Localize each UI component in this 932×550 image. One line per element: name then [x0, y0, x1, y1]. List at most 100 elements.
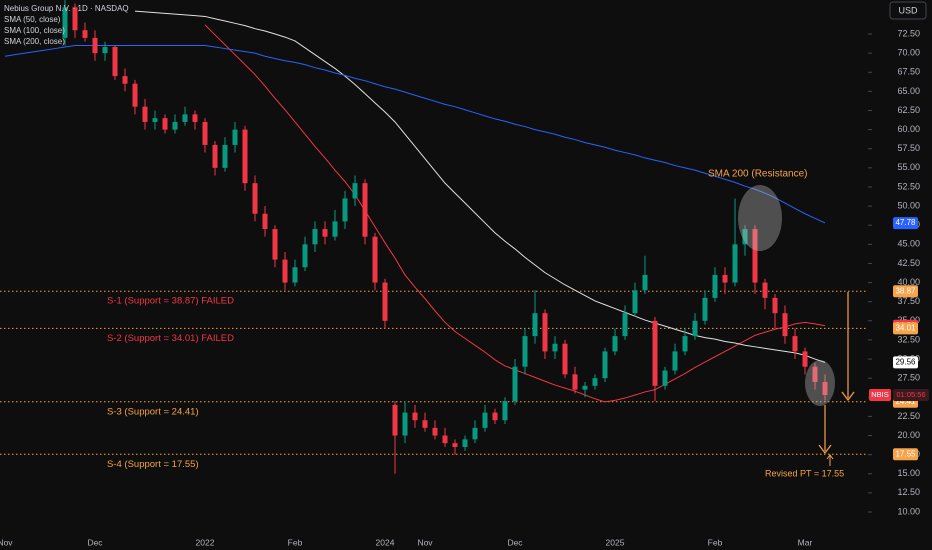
candle-body [742, 229, 748, 245]
x-tick-label: Dec [87, 537, 103, 547]
y-tick-label: 10.00 [897, 506, 920, 516]
y-tick-label: 60.00 [897, 124, 920, 134]
candle-body [282, 259, 288, 283]
price-tag-label: 24.41 [895, 397, 916, 406]
x-tick-label: Mar [798, 537, 813, 547]
candle-body [202, 121, 208, 145]
candle-body [552, 343, 558, 352]
candle-body [522, 336, 528, 367]
price-tag [893, 285, 918, 298]
support-label: S-3 (Support = 24.41) [107, 406, 199, 417]
support-label: S-2 (Support = 34.01) FAILED [107, 333, 234, 344]
candle-body [152, 118, 158, 122]
y-tick-label: 50.00 [897, 200, 920, 210]
candle-body [682, 336, 688, 352]
candle-body [752, 229, 758, 283]
price-tag-label: 34.01 [895, 323, 916, 332]
candle-body [272, 229, 278, 260]
highlight [738, 185, 782, 251]
candle-body [472, 427, 478, 440]
symbol-label: NBIS [871, 390, 889, 399]
candle-body [82, 30, 88, 38]
candle-body [412, 412, 418, 421]
y-tick-label: 20.00 [897, 430, 920, 440]
candle-body [812, 366, 818, 382]
candle-body [582, 385, 588, 390]
price-tag [893, 448, 918, 461]
y-tick-label: 70.00 [897, 48, 920, 58]
candle-body [722, 274, 728, 283]
price-tag-label: 47.78 [895, 218, 916, 227]
candle-body [772, 297, 778, 314]
candle-body [402, 412, 408, 436]
y-tick-label: 67.50 [897, 67, 920, 77]
y-tick-label: 15.00 [897, 468, 920, 478]
candle-body [172, 121, 178, 130]
y-tick-label: 55.00 [897, 162, 920, 172]
highlight [805, 360, 835, 406]
currency[interactable]: USD [898, 5, 918, 15]
candle-body [362, 183, 368, 237]
candle-body [182, 114, 188, 122]
candle-body [232, 129, 238, 145]
candle-body [692, 320, 698, 337]
candle-body [312, 229, 318, 245]
candle-body [452, 443, 458, 447]
candle-body [62, 7, 68, 38]
annotation: Revised PT = 17.55 [765, 468, 844, 478]
candle-body [622, 313, 628, 337]
price-tag [893, 322, 918, 335]
legend-entry: SMA (200, close) [4, 37, 65, 46]
candle-body [252, 183, 258, 214]
candle-body [672, 351, 678, 371]
candle-body [342, 198, 348, 222]
currency-button[interactable] [889, 1, 927, 20]
y-tick-label: 32.50 [897, 334, 920, 344]
candle-body [372, 236, 378, 283]
candle-body [322, 229, 328, 237]
candle-body [632, 290, 638, 314]
candle-body [132, 83, 138, 107]
x-tick-label: Dec [507, 537, 523, 547]
legend-entry: SMA (50, close) [4, 15, 61, 24]
candle-body [482, 412, 488, 428]
sma-line [4, 45, 826, 224]
candle-body [592, 378, 598, 386]
candle-body [122, 76, 128, 84]
legend: Nebius Group N.V. · 1D · NASDAQ SMA (50,… [4, 4, 129, 46]
x-tick-label: 2024 [376, 537, 395, 547]
axis: 72.50 70.00 67.50 65.00 62.50 60.00 57.50 55.00… [868, 28, 929, 516]
sma-line [134, 10, 826, 363]
y-tick-label: 57.50 [897, 143, 920, 153]
candle-body [162, 118, 168, 130]
candle-body [432, 427, 438, 436]
candle-body [782, 313, 788, 337]
y-tick-label: 72.50 [897, 28, 920, 38]
legend-title: Nebius Group N.V. · 1D · NASDAQ [4, 4, 129, 13]
arrow-head [841, 391, 855, 401]
candle-body [762, 282, 768, 298]
candle-body [602, 351, 608, 379]
candle-body [792, 336, 798, 352]
price-tag-label: 29.56 [895, 358, 916, 367]
support-label: S-1 (Support = 38.87) FAILED [107, 296, 234, 307]
candle-body [292, 267, 298, 283]
arrow-head [818, 444, 832, 454]
y-tick-label: 42.50 [897, 258, 920, 268]
candle-body [462, 439, 468, 447]
candle-body [642, 274, 648, 291]
countdown-tag [893, 388, 929, 401]
candle-body [242, 129, 248, 184]
y-tick-label: 52.50 [897, 181, 920, 191]
candle-body [502, 401, 508, 421]
y-tick-label: 40.00 [897, 277, 920, 287]
support-label: S-4 (Support = 17.55) [107, 459, 199, 470]
x-tick-label: 2022 [196, 537, 215, 547]
candle-body [572, 374, 578, 390]
overlay: SMA 200 (Resistance) Revised PT = 17.55 [708, 169, 855, 478]
candle-body [112, 47, 118, 77]
candle-body [212, 144, 218, 168]
arrow-head [826, 454, 834, 460]
